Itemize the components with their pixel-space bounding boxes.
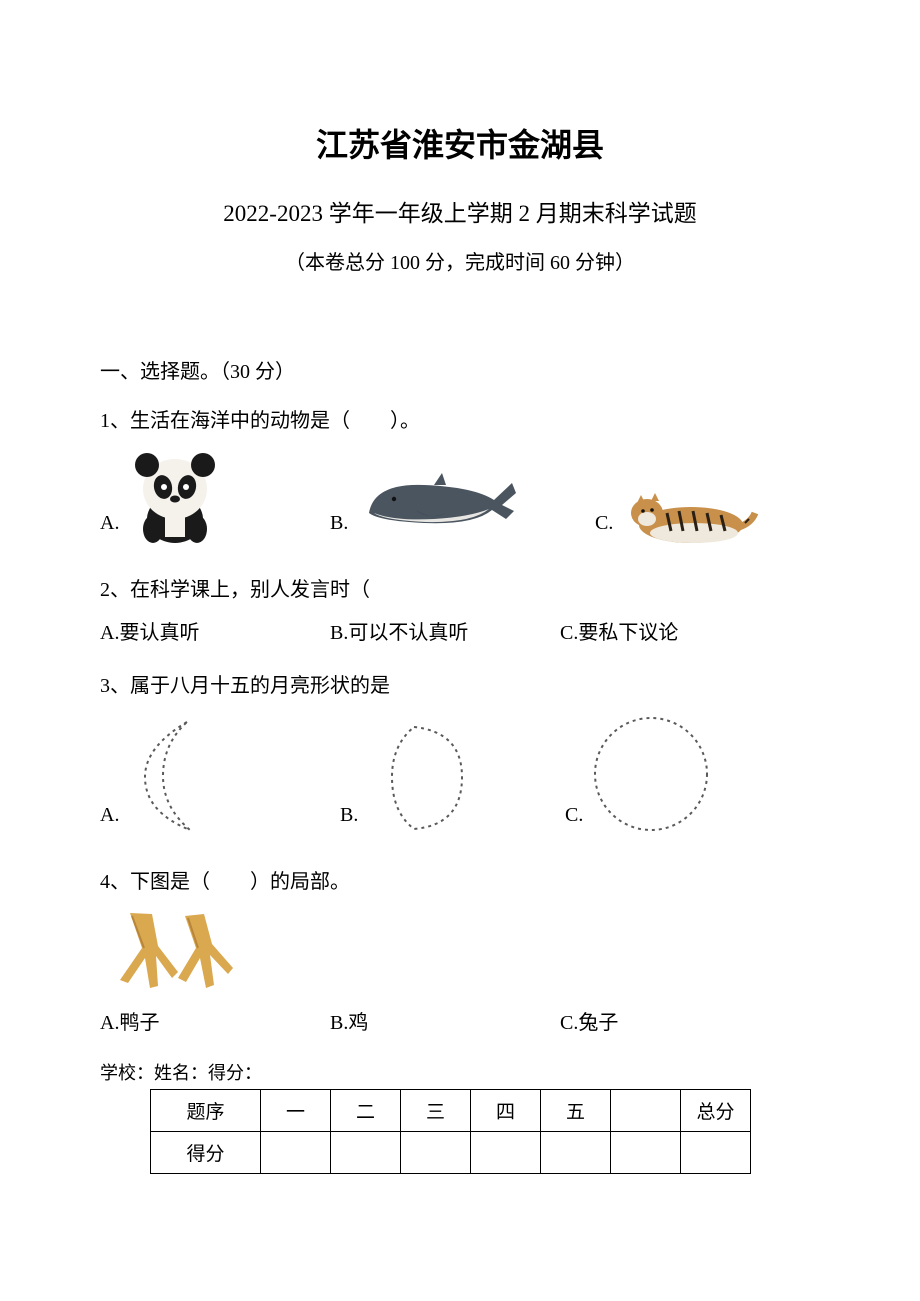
panda-image — [125, 447, 225, 545]
col-1: 一 — [261, 1090, 331, 1132]
exam-info: （本卷总分 100 分，完成时间 60 分钟） — [100, 246, 820, 275]
sub-title: 2022-2023 学年一年级上学期 2 月期末科学试题 — [100, 194, 820, 228]
row2-label: 得分 — [151, 1132, 261, 1174]
question-2-text: 2、在科学课上，别人发言时（ — [100, 573, 820, 602]
section-1-header: 一、选择题。（30 分） — [100, 355, 820, 384]
q4-opt-c: C.兔子 — [560, 1006, 618, 1035]
question-2-options: A.要认真听 B.可以不认真听 C.要私下议论 — [100, 616, 820, 645]
score-cell — [401, 1132, 471, 1174]
q3-opt-b-label: B. — [340, 804, 358, 837]
q3-opt-c-label: C. — [565, 804, 583, 837]
score-cell — [261, 1132, 331, 1174]
q2-opt-b: B.可以不认真听 — [330, 616, 560, 645]
question-3-text: 3、属于八月十五的月亮形状的是 — [100, 669, 820, 698]
q2-opt-c: C.要私下议论 — [560, 616, 678, 645]
score-cell — [541, 1132, 611, 1174]
q2-opt-a: A.要认真听 — [100, 616, 330, 645]
col-total: 总分 — [681, 1090, 751, 1132]
question-1-text: 1、生活在海洋中的动物是（ ）。 — [100, 404, 820, 433]
tiger-image — [619, 483, 759, 545]
chicken-feet-image — [100, 908, 820, 996]
score-total-cell — [681, 1132, 751, 1174]
score-table: 题序 一 二 三 四 五 总分 得分 — [150, 1089, 751, 1174]
col-2: 二 — [331, 1090, 401, 1132]
col-blank — [611, 1090, 681, 1132]
col-3: 三 — [401, 1090, 471, 1132]
q4-opt-a: A.鸭子 — [100, 1006, 330, 1035]
q3-opt-a-label: A. — [100, 804, 119, 837]
whale-image — [354, 465, 519, 545]
score-cell — [611, 1132, 681, 1174]
col-4: 四 — [471, 1090, 541, 1132]
q1-opt-a-label: A. — [100, 512, 119, 545]
table-row: 得分 — [151, 1132, 751, 1174]
crescent-moon-shape — [125, 712, 220, 837]
full-moon-shape — [589, 712, 714, 837]
footer-student-fields: 学校：姓名：得分： — [100, 1059, 820, 1085]
question-4-text: 4、下图是（ ）的局部。 — [100, 865, 820, 894]
col-5: 五 — [541, 1090, 611, 1132]
question-4-options: A.鸭子 B.鸡 C.兔子 — [100, 1006, 820, 1035]
question-1-options: A. B. — [100, 447, 820, 545]
row1-label: 题序 — [151, 1090, 261, 1132]
question-3-options: A. B. C. — [100, 712, 820, 837]
main-title: 江苏省淮安市金湖县 — [100, 120, 820, 166]
score-cell — [331, 1132, 401, 1174]
table-row: 题序 一 二 三 四 五 总分 — [151, 1090, 751, 1132]
gibbous-moon-shape — [364, 717, 474, 837]
q1-opt-c-label: C. — [595, 512, 613, 545]
score-cell — [471, 1132, 541, 1174]
q4-opt-b: B.鸡 — [330, 1006, 560, 1035]
q1-opt-b-label: B. — [330, 512, 348, 545]
